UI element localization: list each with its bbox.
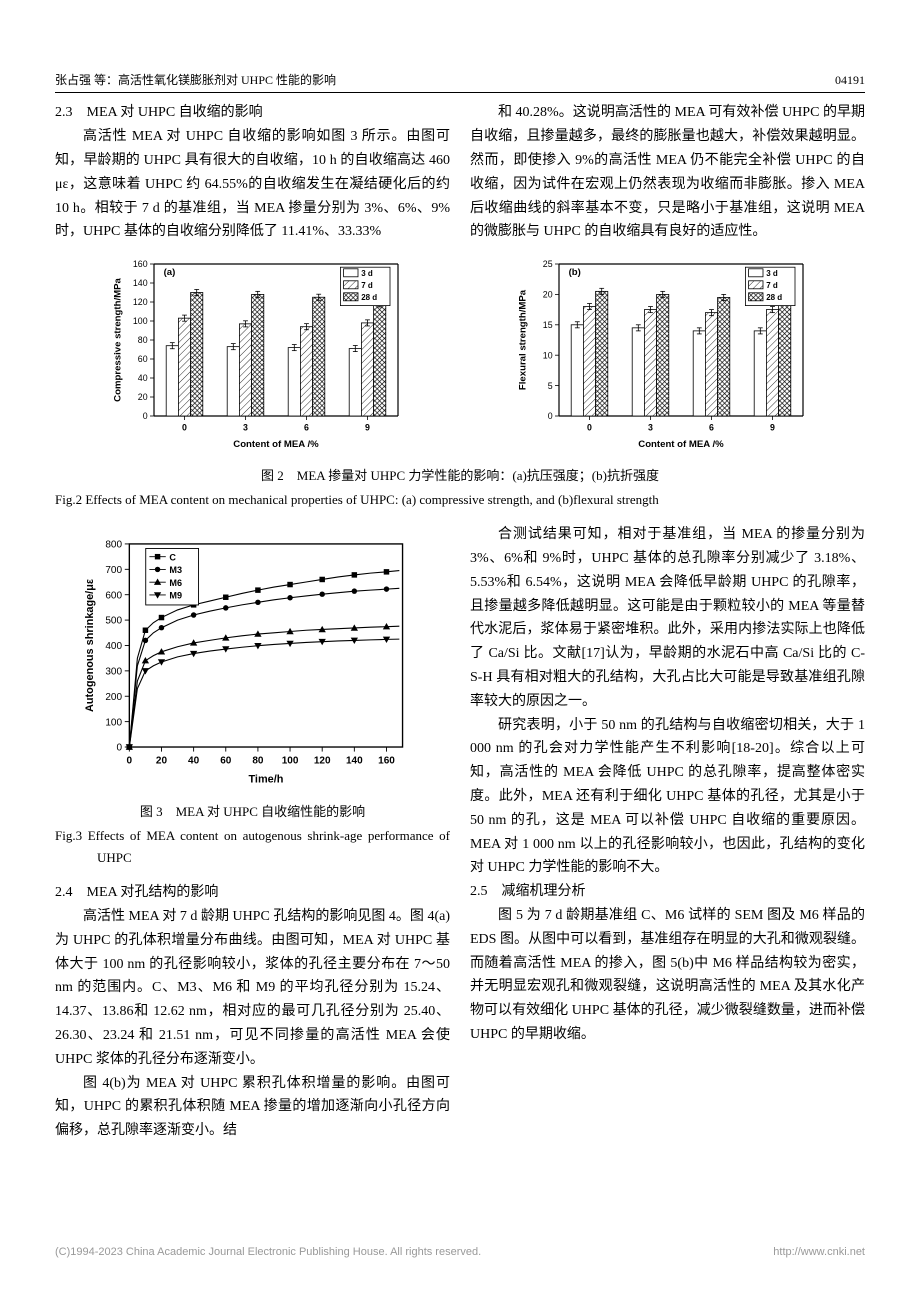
svg-text:0: 0 (587, 423, 592, 433)
svg-text:Content of MEA /%: Content of MEA /% (233, 439, 319, 450)
svg-text:Compressive strength/MPa: Compressive strength/MPa (112, 278, 123, 402)
svg-text:60: 60 (220, 756, 232, 767)
svg-text:120: 120 (314, 756, 331, 767)
svg-text:20: 20 (156, 756, 168, 767)
fig2b: 0 5 10 15 20 25 (b) 0 3 6 9 3 d 7 d 28 d Content of ME… (473, 252, 853, 461)
svg-text:120: 120 (132, 297, 147, 307)
svg-text:20: 20 (137, 392, 147, 402)
fig2-caption-en: Fig.2 Effects of MEA content on mechanic… (55, 489, 865, 511)
svg-text:(b): (b) (568, 267, 580, 278)
fig2-caption-cn: 图 2 MEA 掺量对 UHPC 力学性能的影响：(a)抗压强度；(b)抗折强度 (55, 465, 865, 487)
svg-text:6: 6 (709, 423, 714, 433)
svg-text:C: C (169, 552, 176, 562)
para1-left: 高活性 MEA 对 UHPC 自收缩的影响如图 3 所示。由图可知，早龄期的 U… (55, 125, 450, 244)
page-footer: (C)1994-2023 China Academic Journal Elec… (55, 1243, 865, 1262)
svg-text:(a): (a) (163, 267, 175, 278)
svg-text:Time/h: Time/h (248, 774, 283, 786)
fig2-charts: 020406080100120140160(a)03693 d7 d28 dCo… (55, 252, 865, 461)
svg-text:5: 5 (547, 381, 552, 391)
svg-text:0: 0 (127, 756, 133, 767)
svg-text:3: 3 (243, 423, 248, 433)
svg-text:500: 500 (105, 616, 122, 627)
svg-text:0: 0 (142, 411, 147, 421)
section-2-5-heading: 2.5 减缩机理分析 (470, 880, 865, 904)
svg-text:140: 140 (132, 278, 147, 288)
svg-text:800: 800 (105, 540, 122, 551)
lower-left: 0 100 200 300 400 500 600 700 800 0 20 40 60 80 100 120… (55, 523, 450, 1143)
svg-text:9: 9 (770, 423, 775, 433)
svg-text:3 d: 3 d (766, 269, 778, 278)
footer-left: (C)1994-2023 China Academic Journal Elec… (55, 1243, 481, 1262)
lower-right: 合测试结果可知，相对于基准组，当 MEA 的掺量分别为 3%、6%和 9%时，U… (470, 523, 865, 1143)
svg-text:160: 160 (378, 756, 395, 767)
svg-text:Content of MEA /%: Content of MEA /% (638, 439, 724, 450)
svg-text:M3: M3 (169, 565, 182, 575)
svg-text:0: 0 (116, 743, 122, 754)
right-p1: 合测试结果可知，相对于基准组，当 MEA 的掺量分别为 3%、6%和 9%时，U… (470, 523, 865, 713)
header-left: 张占强 等：高活性氧化镁膨胀剂对 UHPC 性能的影响 (55, 70, 336, 90)
para1-right: 和 40.28%。这说明高活性的 MEA 可有效补偿 UHPC 的早期自收缩，且… (470, 101, 865, 244)
svg-text:25: 25 (542, 259, 552, 269)
intro-left: 2.3 MEA 对 UHPC 自收缩的影响 高活性 MEA 对 UHPC 自收缩… (55, 101, 450, 244)
svg-text:600: 600 (105, 591, 122, 602)
svg-text:6: 6 (304, 423, 309, 433)
right-p2: 研究表明，小于 50 nm 的孔结构与自收缩密切相关，大于 1 000 nm 的… (470, 714, 865, 881)
svg-text:15: 15 (542, 320, 552, 330)
header-right: 04191 (835, 70, 865, 90)
svg-text:80: 80 (137, 335, 147, 345)
section-2-4-heading: 2.4 MEA 对孔结构的影响 (55, 881, 450, 905)
svg-text:80: 80 (252, 756, 264, 767)
intro-columns: 2.3 MEA 对 UHPC 自收缩的影响 高活性 MEA 对 UHPC 自收缩… (55, 101, 865, 244)
svg-text:160: 160 (132, 259, 147, 269)
right-p3: 图 5 为 7 d 龄期基准组 C、M6 试样的 SEM 图及 M6 样品的ED… (470, 904, 865, 1047)
svg-text:9: 9 (365, 423, 370, 433)
svg-text:M9: M9 (169, 591, 182, 601)
svg-text:100: 100 (282, 756, 299, 767)
section-2-3-heading: 2.3 MEA 对 UHPC 自收缩的影响 (55, 101, 450, 125)
svg-text:400: 400 (105, 641, 122, 652)
svg-text:28 d: 28 d (766, 293, 782, 302)
fig2a: 0 20 40 60 80 100 120 140 160 (a) 0 3 6 9 3 d 7 d 28 d Co… (68, 252, 448, 461)
svg-text:300: 300 (105, 667, 122, 678)
svg-text:3: 3 (648, 423, 653, 433)
svg-text:3 d: 3 d (361, 269, 373, 278)
svg-text:40: 40 (137, 373, 147, 383)
svg-text:60: 60 (137, 354, 147, 364)
fig3: 0 100 200 300 400 500 600 700 800 0 20 40 60 80 100 120… (75, 533, 445, 797)
intro-right: 和 40.28%。这说明高活性的 MEA 可有效补偿 UHPC 的早期自收缩，且… (470, 101, 865, 244)
svg-text:100: 100 (132, 316, 147, 326)
footer-right: http://www.cnki.net (773, 1243, 865, 1262)
fig3-caption-en: Fig.3 Effects of MEA content on autogeno… (55, 825, 450, 869)
page-header: 张占强 等：高活性氧化镁膨胀剂对 UHPC 性能的影响 04191 (55, 70, 865, 93)
svg-text:700: 700 (105, 565, 122, 576)
svg-text:M6: M6 (169, 578, 182, 588)
svg-text:7 d: 7 d (766, 281, 778, 290)
lower-columns: 0 100 200 300 400 500 600 700 800 0 20 40 60 80 100 120… (55, 523, 865, 1143)
svg-text:0: 0 (547, 411, 552, 421)
svg-text:10: 10 (542, 351, 552, 361)
para24a: 高活性 MEA 对 7 d 龄期 UHPC 孔结构的影响见图 4。图 4(a)为… (55, 905, 450, 1072)
svg-text:40: 40 (188, 756, 200, 767)
para24b: 图 4(b)为 MEA 对 UHPC 累积孔体积增量的影响。由图可知，UHPC … (55, 1072, 450, 1143)
svg-text:Flexural strength/MPa: Flexural strength/MPa (517, 289, 528, 390)
svg-text:7 d: 7 d (361, 281, 373, 290)
svg-text:28 d: 28 d (361, 293, 377, 302)
svg-text:140: 140 (346, 756, 363, 767)
svg-text:20: 20 (542, 290, 552, 300)
svg-text:100: 100 (105, 717, 122, 728)
svg-text:200: 200 (105, 692, 122, 703)
fig3-caption-cn: 图 3 MEA 对 UHPC 自收缩性能的影响 (55, 801, 450, 823)
svg-text:0: 0 (182, 423, 187, 433)
svg-text:Autogenous shrinkage/με: Autogenous shrinkage/με (84, 579, 96, 712)
